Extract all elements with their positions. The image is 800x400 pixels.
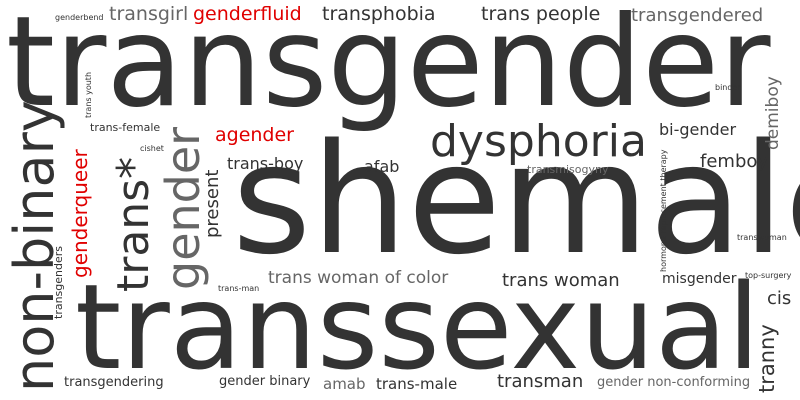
word-trans-woman: trans woman [502,270,620,291]
word-genderfluid: genderfluid [193,3,302,25]
word-tranny: tranny [755,324,779,393]
word-transgendered: transgendered [631,5,764,26]
word-dysphoria: dysphoria [430,116,647,167]
word-transwoman: transwoman [737,233,787,242]
word-transgenders: transgenders [52,245,65,319]
word-misgender: misgender [662,271,737,287]
word-transgender: transgender [6,0,771,135]
word-bi-gender: bi-gender [659,120,737,139]
word-trans-star: trans* [108,156,159,292]
word-hormone-replacement-therapy: hormone replacement therapy [659,149,668,273]
word-transsexual: transsexual [75,258,761,396]
word-trans-male: trans-male [376,375,458,393]
word-shemale: shemale [232,111,800,288]
word-amab: amab [323,375,366,393]
word-agender: agender [215,124,294,146]
word-binder: binder [715,83,741,92]
word-trans-people: trans people [481,3,601,25]
word-transgirl: transgirl [109,3,189,25]
word-transmisogyny: transmisogyny [527,163,609,176]
word-demiboy: demiboy [763,76,783,150]
word-cishet: cishet [140,144,164,153]
word-trans-youth: trans youth [84,71,93,118]
word-afab: afab [364,157,400,176]
word-transman: transman [497,371,584,392]
word-transgendering: transgendering [64,375,164,390]
word-femboy: femboy [700,151,769,172]
word-present: present [202,169,223,238]
word-trans-female: trans-female [90,121,161,134]
word-genderbend: genderbend [55,13,104,22]
word-gender: gender [156,126,210,290]
word-trans-woman-of-color: trans woman of color [268,268,449,288]
word-trans-man: trans-man [218,284,260,293]
word-genderqueer: genderqueer [68,149,92,278]
word-transphobia: transphobia [322,3,436,25]
word-cis: cis [767,288,792,309]
word-gender-non-conforming: gender non-conforming [597,375,751,390]
word-trans-boy: trans-boy [227,154,304,173]
word-top-surgery: top-surgery [745,271,792,280]
word-gender-binary: gender binary [219,374,311,389]
